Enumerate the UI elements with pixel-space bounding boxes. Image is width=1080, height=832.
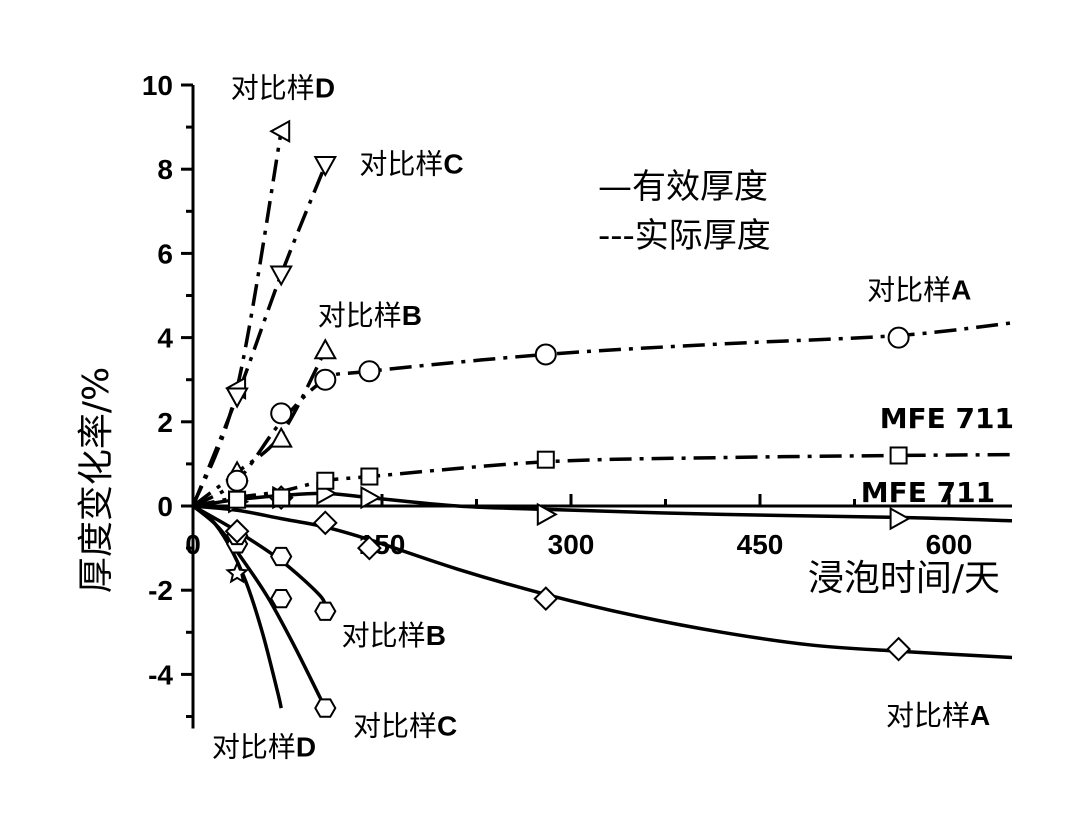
star-marker [225,560,250,584]
diamond-marker [533,586,559,612]
triangle-down-marker [269,265,293,287]
circle-marker [314,368,337,391]
diamond-marker [886,636,912,662]
y-tick-label: 4 [157,323,173,354]
series-label: 对比样D [231,72,335,105]
hexagon-marker [270,546,293,567]
y-tick-label: 0 [157,491,173,522]
y-tick-label: -4 [148,659,173,690]
labels-layer: 对比样D 对比样C 对比样B 对比样A MFE 711 MFE 711 对比样B 对比样C 对比… [212,72,1014,764]
square-marker [228,490,247,509]
square-marker [316,471,335,490]
series-label: 对比样B [342,619,446,652]
y-axis-title: 厚度变化率/% [76,367,117,593]
series-label: 对比样C [359,147,463,180]
y-tick-label: 6 [157,238,173,269]
square-marker [889,446,908,465]
x-tick-label: 300 [548,529,595,560]
y-tick-label: 10 [142,70,173,101]
x-tick-label: 450 [737,529,784,560]
triangle-right-marker [889,506,911,531]
triangle-right-marker [536,502,558,527]
triangle-right-marker [360,485,382,510]
hexagon-marker [270,588,293,609]
x-tick-label: 0 [185,529,201,560]
series-label: MFE 711 [861,476,995,509]
series-label: 对比样C [353,709,457,742]
legend: —有效厚度 ---实际厚度 [598,167,771,256]
triangle-down-marker [225,387,249,409]
triangle-down-marker [313,155,337,178]
diamond-marker [312,510,338,536]
series-label: 对比样D [212,730,316,763]
hexagon-marker [314,601,337,621]
series-label: 对比样B [318,299,422,332]
markers-layer [224,119,912,718]
series-curve [193,164,327,507]
circle-marker [358,360,381,383]
square-marker [360,467,379,486]
triangle-up-marker [313,338,337,360]
legend-entry-effective: —有效厚度 [598,167,768,207]
square-marker [536,450,555,469]
y-tick-label: -2 [148,575,173,606]
series-curve [193,504,327,709]
series-curve [193,452,1012,508]
triangle-up-marker [269,426,293,448]
diamond-marker [356,535,382,561]
series-label: MFE 711 [880,402,1014,435]
hexagon-marker [314,698,337,718]
series-label: 对比样A [867,274,971,307]
circle-marker [270,402,293,425]
diamond-marker [224,518,250,544]
y-tick-label: 2 [157,407,173,438]
circle-marker [887,326,910,349]
circle-marker [534,343,557,366]
triangle-left-marker [269,119,291,144]
x-axis-title: 浸泡时间/天 [808,558,1000,599]
series-curve [193,321,1012,508]
y-tick-label: 8 [157,154,173,185]
series-label: 对比样A [886,699,990,732]
legend-entry-actual: ---实际厚度 [598,216,771,256]
series-curve [193,349,327,508]
x-tick-label: 600 [926,529,973,560]
circle-marker [226,469,249,492]
square-marker [272,488,291,507]
